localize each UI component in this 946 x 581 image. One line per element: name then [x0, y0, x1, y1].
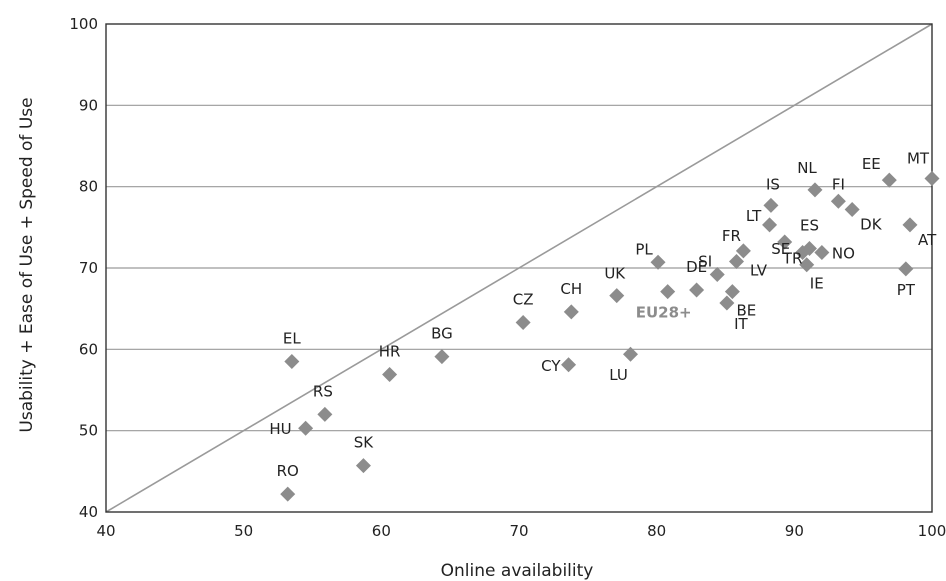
y-axis-title: Usability + Ease of Use + Speed of Use [17, 97, 37, 432]
data-label-es: ES [800, 216, 819, 234]
data-label-bg: BG [431, 325, 453, 343]
x-tick-label: 90 [785, 522, 804, 540]
x-tick-label: 80 [647, 522, 666, 540]
x-tick-label: 40 [96, 522, 115, 540]
x-tick-label: 100 [918, 522, 946, 540]
data-label-be: BE [736, 302, 756, 320]
data-label-nl: NL [797, 159, 817, 177]
y-tick-label: 90 [79, 96, 98, 114]
data-label-lt: LT [746, 207, 762, 225]
x-tick-label: 60 [372, 522, 391, 540]
data-label-ro: RO [277, 462, 299, 480]
data-label-tr: TR [782, 250, 803, 268]
data-label-ie: IE [810, 275, 824, 293]
data-label-lu: LU [609, 366, 628, 384]
data-label-is: IS [766, 175, 780, 193]
data-label-rs: RS [313, 382, 333, 400]
data-label-hu: HU [269, 420, 291, 438]
data-label-fr: FR [722, 227, 741, 245]
x-tick-label: 50 [234, 522, 253, 540]
data-label-sk: SK [354, 434, 375, 452]
data-label-ee: EE [862, 155, 881, 173]
y-tick-label: 100 [69, 15, 98, 33]
data-label-no: NO [832, 245, 855, 263]
data-label-dk: DK [860, 215, 883, 233]
data-label-ch: CH [560, 280, 582, 298]
x-tick-label: 70 [509, 522, 528, 540]
data-label-pl: PL [635, 240, 653, 258]
data-label-at: AT [918, 231, 937, 249]
data-label-lv: LV [750, 261, 768, 279]
y-tick-label: 80 [79, 178, 98, 196]
data-label-hr: HR [379, 343, 401, 361]
y-tick-label: 40 [79, 503, 98, 521]
y-tick-label: 60 [79, 340, 98, 358]
data-label-cz: CZ [513, 290, 534, 308]
y-tick-label: 70 [79, 259, 98, 277]
data-label-cy: CY [541, 357, 561, 375]
x-axis-title: Online availability [441, 561, 594, 581]
data-label-uk: UK [604, 265, 626, 283]
data-label-el: EL [283, 330, 301, 348]
y-tick-label: 50 [79, 422, 98, 440]
data-label-mt: MT [907, 150, 930, 168]
data-label-fi: FI [832, 175, 845, 193]
data-label-eu28: EU28+ [636, 304, 692, 322]
data-label-pt: PT [897, 281, 916, 299]
data-label-si: SI [698, 253, 712, 271]
